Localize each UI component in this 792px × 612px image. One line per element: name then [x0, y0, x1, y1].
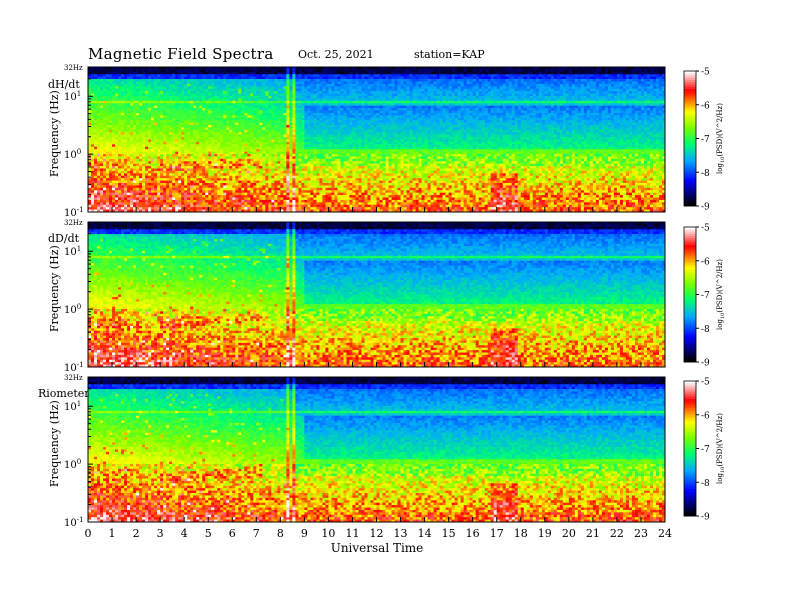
colorbar-tick-label: -5 — [701, 378, 710, 388]
y-tick-label: 101 — [64, 400, 81, 413]
x-tick-label: 0 — [85, 527, 92, 540]
x-tick-label: 1 — [109, 527, 116, 540]
y-tick-label: 101 — [64, 245, 81, 258]
spectrogram-panel: Frequency (Hz) 32Hz 101 100 10-1 -5 -6 -7 -8 -9 lo… — [48, 219, 726, 374]
y-tick-label: 10-1 — [64, 206, 84, 219]
y-axis-label: Frequency (Hz) — [48, 400, 61, 487]
colorbar-tick-label: -9 — [701, 513, 710, 523]
spectrogram-panel: Frequency (Hz) 32Hz 101 100 10-1 -5 -6 -7 -8 -9 lo… — [48, 374, 726, 529]
y-top-label: 32Hz — [64, 219, 83, 227]
x-tick-label: 6 — [229, 527, 236, 540]
colorbar-tick-label: -5 — [701, 68, 710, 78]
colorbar-tick-label: -9 — [701, 203, 710, 213]
x-tick-label: 24 — [658, 527, 672, 540]
colorbar: -5 -6 -7 -8 -9 log10(PSD)(V^2/Hz) — [684, 378, 726, 523]
x-tick-label: 17 — [490, 527, 504, 540]
x-tick-label: 11 — [345, 527, 359, 540]
x-tick-label: 20 — [562, 527, 576, 540]
y-axis-label: Frequency (Hz) — [48, 245, 61, 332]
x-tick-label: 13 — [394, 527, 408, 540]
x-tick-label: 18 — [514, 527, 528, 540]
colorbar-label: log10(PSD)(V^2/Hz) — [716, 103, 726, 174]
x-tick-label: 22 — [610, 527, 624, 540]
y-tick-label: 10-1 — [64, 361, 84, 374]
x-tick-label: 9 — [301, 527, 308, 540]
y-top-label: 32Hz — [64, 64, 83, 72]
x-tick-label: 10 — [321, 527, 335, 540]
y-tick-label: 100 — [64, 303, 81, 316]
x-tick-label: 15 — [442, 527, 456, 540]
colorbar-label: log10(PSD)(V^2/Hz) — [716, 259, 726, 330]
y-tick-label: 100 — [64, 148, 81, 161]
y-top-label: 32Hz — [64, 374, 83, 382]
x-tick-label: 12 — [370, 527, 384, 540]
y-tick-label: 100 — [64, 458, 81, 471]
colorbar-tick-label: -6 — [701, 411, 710, 421]
x-tick-label: 3 — [157, 527, 164, 540]
x-tick-label: 5 — [205, 527, 212, 540]
colorbar-tick-label: -5 — [701, 224, 710, 234]
colorbar: -5 -6 -7 -8 -9 log10(PSD)(V^2/Hz) — [684, 224, 726, 369]
colorbar-tick-label: -8 — [701, 479, 710, 489]
colorbar-tick-label: -6 — [701, 101, 710, 111]
colorbar-tick-label: -9 — [701, 359, 710, 369]
colorbar: -5 -6 -7 -8 -9 log10(PSD)(V^2/Hz) — [684, 68, 726, 213]
colorbar-tick-label: -8 — [701, 169, 710, 179]
x-tick-label: 8 — [277, 527, 284, 540]
colorbar-tick-label: -7 — [701, 135, 710, 145]
y-axis-label: Frequency (Hz) — [48, 90, 61, 177]
colorbar-label: log10(PSD)(V^2/Hz) — [716, 413, 726, 484]
x-tick-label: 21 — [586, 527, 600, 540]
y-tick-label: 10-1 — [64, 516, 84, 529]
colorbar-tick-label: -8 — [701, 325, 710, 335]
colorbar-tick-label: -6 — [701, 257, 710, 267]
y-tick-label: 101 — [64, 90, 81, 103]
x-tick-label: 7 — [253, 527, 260, 540]
x-tick-label: 23 — [634, 527, 648, 540]
x-tick-label: 2 — [133, 527, 140, 540]
spectrogram-heatmap — [88, 67, 665, 212]
colorbar-tick-label: -7 — [701, 445, 710, 455]
x-axis-label: Universal Time — [331, 541, 424, 555]
spectrogram-heatmap — [88, 222, 665, 367]
colorbar-tick-label: -7 — [701, 291, 710, 301]
x-tick-label: 14 — [418, 527, 432, 540]
x-tick-label: 4 — [181, 527, 188, 540]
x-tick-label: 16 — [466, 527, 480, 540]
spectrogram-heatmap — [88, 377, 665, 522]
spectrogram-panel: Frequency (Hz) 32Hz 101 100 10-1 -5 -6 -7 -8 -9 lo… — [48, 64, 726, 219]
x-tick-label: 19 — [538, 527, 552, 540]
